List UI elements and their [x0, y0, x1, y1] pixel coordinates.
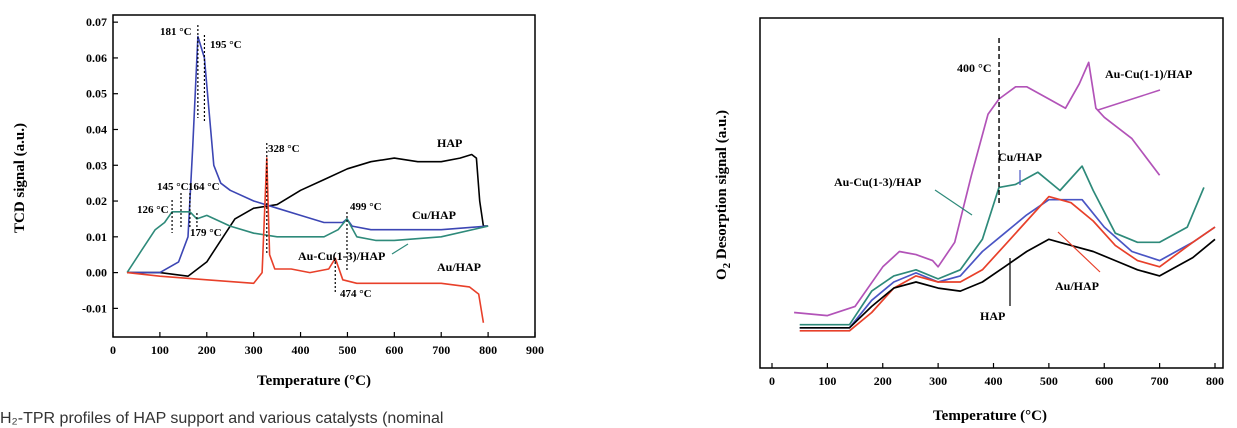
left-y-tick-label: 0.06 [86, 51, 107, 65]
left-x-ticks: 0 100 200 300 400 500 600 700 800 900 [110, 332, 544, 357]
left-x-tick-label: 400 [292, 343, 310, 357]
right-series-line-cu-hap [799, 198, 1216, 329]
right-x-tick-label: 700 [1151, 374, 1169, 388]
right-plot-frame [759, 17, 1224, 369]
right-x-tick-label: 800 [1206, 374, 1224, 388]
right-x-tick-label: 600 [1095, 374, 1113, 388]
left-x-tick-label: 700 [432, 343, 450, 357]
left-x-tick-label: 900 [526, 343, 544, 357]
right-y-axis-title: O2 Desorption signal (a.u.) [714, 110, 733, 280]
right-label-aucu11: Au-Cu(1-1)/HAP [1105, 67, 1192, 81]
left-y-tick-label: 0.03 [86, 158, 107, 172]
left-x-tick-label: 100 [151, 343, 169, 357]
left-x-tick-label: 0 [110, 343, 116, 357]
right-au-pointer [1057, 231, 1101, 273]
right-series-line-hap [799, 238, 1216, 329]
right-annotation-label: 400 °C [957, 61, 991, 75]
left-x-tick-label: 300 [245, 343, 263, 357]
left-series-line-au-hap [127, 157, 485, 323]
right-label-cu: Cu/HAP [998, 150, 1042, 164]
left-annotation-label: 126 °C [137, 204, 169, 216]
right-aucu13-pointer [934, 189, 973, 216]
right-annotations: 400 °C [957, 38, 1000, 205]
left-y-tick-label: 0.05 [86, 87, 107, 101]
left-label-hap: HAP [437, 136, 462, 150]
left-y-tick-label: 0.01 [86, 230, 107, 244]
right-x-tick-label: 300 [929, 374, 947, 388]
right-x-tick-label: 0 [769, 374, 775, 388]
right-series-line-au-cu-1-1-hap [794, 61, 1161, 317]
right-x-tick-label: 200 [874, 374, 892, 388]
left-y-tick-label: 0.00 [86, 266, 107, 280]
left-annotation-label: 499 °C [350, 201, 382, 213]
left-series-line-hap [127, 153, 489, 278]
right-x-ticks: 0 100 200 300 400 500 600 700 800 [769, 363, 1224, 388]
left-annotation-label: 179 °C [190, 227, 222, 239]
left-plot-frame [112, 14, 536, 338]
left-aucu13-pointer [391, 243, 409, 255]
right-x-tick-label: 500 [1040, 374, 1058, 388]
right-label-hap: HAP [980, 309, 1005, 323]
figure-caption: H₂-TPR profiles of HAP support and vario… [0, 410, 444, 427]
left-series [126, 35, 489, 323]
left-x-tick-label: 800 [479, 343, 497, 357]
left-label-aucu13: Au-Cu(1-3)/HAP [298, 249, 385, 263]
left-y-axis-title: TCD signal (a.u.) [12, 123, 28, 233]
right-label-aucu13: Au-Cu(1-3)/HAP [834, 175, 921, 189]
left-y-ticks: -0.01 0.00 0.01 0.02 0.03 0.04 0.05 0.06 0.07 [82, 15, 118, 315]
left-y-tick-label: 0.07 [86, 15, 107, 29]
left-label-cu: Cu/HAP [412, 208, 456, 222]
right-aucu11-pointer [1097, 89, 1161, 111]
left-y-tick-label: -0.01 [82, 301, 107, 315]
o2-tpd-chart: 0 100 200 300 400 500 600 700 800 400 °C Tempera… [714, 17, 1224, 424]
right-x-tick-label: 400 [985, 374, 1003, 388]
right-label-au: Au/HAP [1055, 279, 1099, 293]
left-series-line-cu-hap [127, 35, 489, 274]
left-annotation-label: 164 °C [188, 181, 220, 193]
left-annotation-label: 195 °C [210, 39, 242, 51]
left-x-tick-label: 200 [198, 343, 216, 357]
left-x-axis-title: Temperature (°C) [257, 373, 371, 389]
left-annotation-label: 328 °C [268, 143, 300, 155]
tpr-chart: 0 100 200 300 400 500 600 700 800 900 -0.01 0.00 0.… [12, 14, 544, 389]
right-x-tick-label: 100 [818, 374, 836, 388]
left-x-tick-label: 500 [338, 343, 356, 357]
right-series [794, 61, 1216, 332]
left-label-au: Au/HAP [437, 260, 481, 274]
left-annotations: 181 °C 195 °C 328 °C 145 °C 164 °C 126 °C 179 … [137, 25, 382, 300]
left-x-tick-label: 600 [385, 343, 403, 357]
left-y-tick-label: 0.04 [86, 122, 107, 136]
left-annotation-label: 474 °C [340, 288, 372, 300]
right-series-line-au-cu-1-3-hap [799, 165, 1205, 326]
left-series-line-au-cu-1-3-hap [126, 211, 489, 274]
right-series-line-au-hap [799, 195, 1216, 332]
left-annotation-label: 181 °C [160, 26, 192, 38]
left-y-tick-label: 0.02 [86, 194, 107, 208]
left-annotation-label: 145 °C [157, 181, 189, 193]
right-x-axis-title: Temperature (°C) [933, 408, 1047, 424]
